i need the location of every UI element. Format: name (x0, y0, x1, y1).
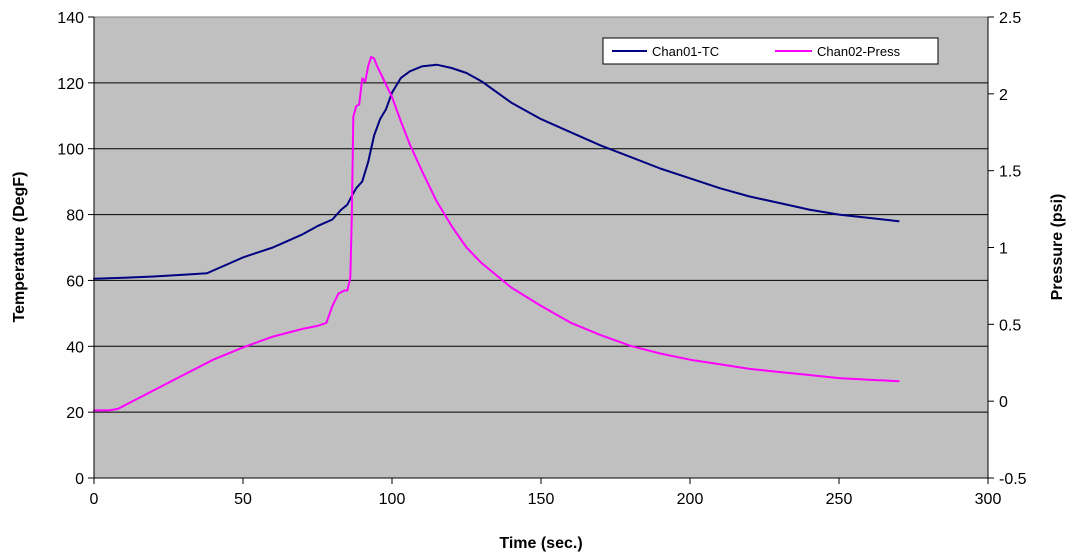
x-tick-label-4: 200 (677, 491, 704, 508)
y-tick-label-3: 60 (66, 273, 84, 290)
x-axis-title: Time (sec.) (499, 535, 582, 552)
y-axis-title: Temperature (DegF) (11, 172, 28, 323)
x-tick-label-5: 250 (826, 491, 853, 508)
y-tick-label-5: 100 (57, 142, 84, 159)
x-tick-label-0: 0 (90, 491, 99, 508)
x-tick-label-6: 300 (975, 491, 1002, 508)
y2-tick-label-1: 0 (999, 394, 1008, 411)
series-line-chan02-press (93, 56, 900, 412)
y-tick-label-4: 80 (66, 208, 84, 225)
ticks: 0 50 100 150 200 250 300020406080100120140-0.5… (57, 10, 1026, 508)
y-tick-label-6: 120 (57, 76, 84, 93)
y2-tick-label-5: 2 (999, 87, 1008, 104)
x-tick-label-3: 150 (528, 491, 555, 508)
series-layer (93, 56, 900, 412)
y-tick-label-2: 40 (66, 339, 84, 356)
series-line-chan01-tc (93, 63, 900, 280)
gridlines (94, 82, 988, 413)
y2-tick-label-2: 0.5 (999, 317, 1021, 334)
plot-area (93, 16, 989, 479)
x-tick-label-1: 50 (234, 491, 252, 508)
y2-tick-label-3: 1 (999, 241, 1008, 258)
y2-tick-label-4: 1.5 (999, 164, 1021, 181)
legend-label-chan01: Chan01-TC (652, 44, 719, 59)
y-tick-label-0: 0 (75, 471, 84, 488)
x-tick-label-2: 100 (379, 491, 406, 508)
legend-label-chan02: Chan02-Press (817, 44, 901, 59)
y2-tick-label-6: 2.5 (999, 10, 1021, 27)
y2-tick-label-0: -0.5 (999, 471, 1027, 488)
y2-axis-title: Pressure (psi) (1049, 194, 1066, 301)
legend-box (602, 37, 939, 65)
y-tick-label-1: 20 (66, 405, 84, 422)
legend: Chan01-TC Chan02-Press (602, 37, 939, 65)
y-tick-label-7: 140 (57, 10, 84, 27)
